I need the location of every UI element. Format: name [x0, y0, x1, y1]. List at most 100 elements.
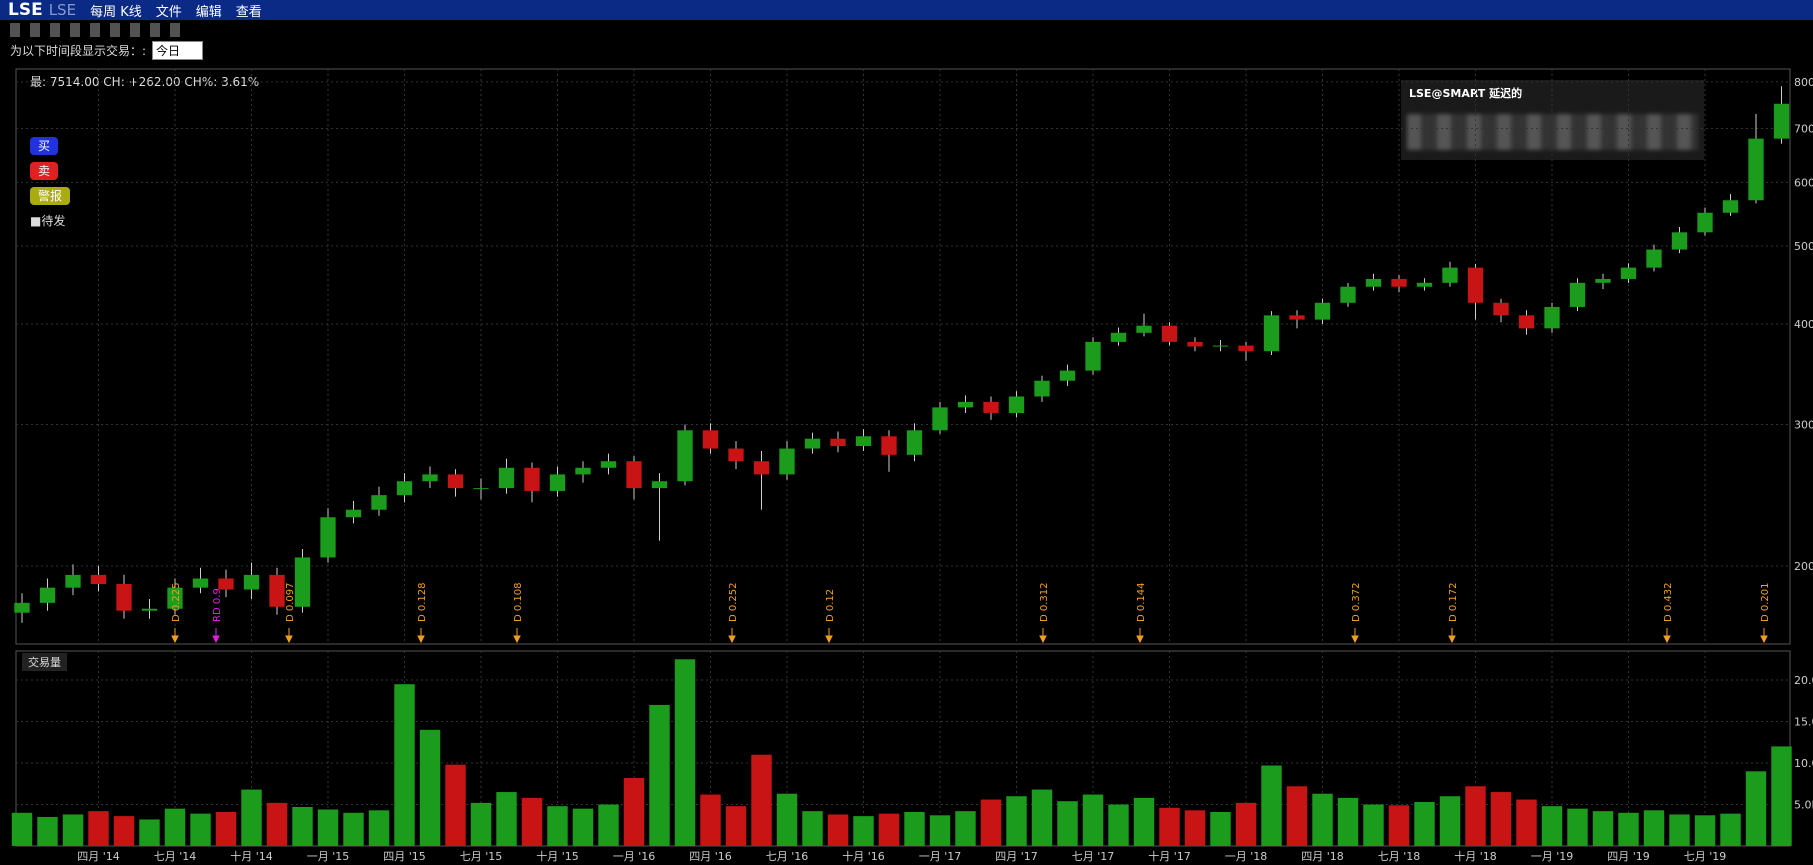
dividend-label: D 0.225: [171, 582, 182, 622]
candle-body: [371, 495, 387, 510]
buy-button[interactable]: 买: [30, 137, 58, 155]
volume-bar: [1490, 792, 1512, 846]
dividend-label: D 0.108: [513, 582, 524, 622]
x-tick-label: 七月 '18: [1378, 850, 1421, 863]
pending[interactable]: ■待发: [30, 214, 66, 228]
candle-body: [294, 557, 311, 607]
volume-bar: [1516, 799, 1537, 846]
candle-body: [1620, 267, 1637, 279]
candle-body: [498, 467, 515, 489]
volume-bar: [215, 811, 237, 846]
candle-body: [473, 488, 489, 490]
volume-bar: [1363, 804, 1384, 846]
alert-button[interactable]: 警报: [30, 187, 70, 205]
candle-body: [116, 583, 132, 611]
menu[interactable]: 每周 K线: [90, 4, 142, 20]
candle-body: [728, 448, 744, 462]
dividend-label: RD 0.9: [212, 588, 223, 622]
x-tick-label: 四月 '18: [1301, 850, 1344, 863]
candle-body: [192, 578, 209, 588]
y-tick-label: 6000: [1794, 176, 1813, 189]
volume-bar: [1031, 789, 1053, 846]
volume-bar: [368, 810, 390, 846]
dividend-label: D 0.172: [1448, 582, 1459, 622]
volume-bar: [904, 811, 925, 846]
candle-body: [753, 461, 770, 475]
volume-bar: [521, 797, 543, 846]
menu[interactable]: 编辑: [195, 4, 222, 20]
volume-bar: [1210, 811, 1231, 846]
volume-bar: [1082, 794, 1104, 846]
dividend-arrow: [1760, 628, 1768, 644]
candle-body: [1391, 278, 1407, 287]
candle-body: [677, 430, 693, 482]
candle-body: [855, 436, 872, 447]
dividend-arrow: [285, 628, 293, 644]
volume-bar: [1159, 807, 1180, 846]
dividend-label: D 0.128: [417, 582, 428, 622]
candle-body: [1212, 345, 1229, 347]
y-tick-label: 3000: [1794, 418, 1813, 431]
quote-header: 最: 7514.00 CH: +262.00 CH%: 3.61%: [30, 75, 260, 89]
volume-bar: [1669, 814, 1690, 846]
candle-body: [320, 517, 336, 558]
volume-bar: [241, 789, 262, 846]
dividend-label: D 0.201: [1760, 582, 1771, 622]
y-tick-label: 5.0K: [1794, 799, 1813, 812]
toolbar: [10, 23, 180, 37]
candle-body: [1595, 278, 1611, 283]
dividend-arrow: [513, 628, 521, 644]
sell-button[interactable]: 卖: [30, 162, 58, 180]
info-title: LSE@SMART 延迟的: [1409, 87, 1523, 100]
menu[interactable]: 文件: [155, 4, 182, 20]
volume-bar: [1745, 771, 1767, 846]
candle-body: [1416, 282, 1433, 287]
dividend-arrow: [1448, 628, 1456, 644]
y-tick-label: 4000: [1794, 318, 1813, 331]
volume-bar: [674, 659, 696, 846]
candle-body: [1773, 103, 1790, 139]
y-tick-label: 20.0K: [1794, 674, 1813, 687]
info-box: LSE@SMART 延迟的: [1401, 80, 1704, 160]
volume-bar: [1567, 808, 1588, 846]
candle-body: [243, 574, 260, 590]
period-select[interactable]: 今日: [152, 41, 204, 60]
candle-body: [804, 438, 821, 449]
candle-body: [1493, 302, 1509, 316]
volume-panel: [15, 650, 1791, 847]
dividend-label: D 0.372: [1351, 582, 1362, 622]
volume-bar: [164, 808, 186, 846]
volume-bar: [11, 812, 33, 846]
x-tick-label: 七月 '16: [766, 850, 809, 863]
candle-body: [1059, 370, 1076, 381]
volume-bar: [343, 812, 364, 846]
volume-bar: [190, 813, 211, 846]
x-tick-label: 四月 '14: [77, 850, 120, 863]
candle-body: [524, 467, 540, 491]
volume-bar: [1414, 802, 1435, 846]
x-tick-label: 十月 '15: [536, 849, 579, 863]
candle-body: [1263, 315, 1280, 352]
x-tick-label: 七月 '14: [154, 850, 197, 863]
info-blur: [1407, 114, 1698, 150]
menu[interactable]: 查看: [235, 4, 262, 20]
dividend-label: D 0.252: [728, 582, 739, 622]
volume-bar: [572, 808, 594, 846]
volume-bar: [292, 807, 313, 846]
volume-bar: [1057, 801, 1078, 846]
volume-bar: [1720, 813, 1741, 846]
title-bar: LSE LSE 每周 K线 文件 编辑 查看: [0, 0, 1813, 20]
volume-bar: [878, 813, 900, 846]
y-tick-label: 15.0K: [1794, 716, 1813, 729]
volume-bar: [1337, 797, 1359, 846]
x-tick-label: 十月 '14: [230, 849, 273, 863]
candle-body: [600, 461, 617, 468]
volume-bar: [955, 811, 976, 846]
volume-bar: [266, 802, 288, 846]
volume-bar: [394, 684, 415, 846]
volume-bar: [470, 802, 492, 846]
volume-bar: [1694, 815, 1716, 846]
candle-body: [396, 481, 413, 496]
volume-bar: [700, 794, 721, 846]
volume-label: 交易量: [22, 653, 67, 671]
